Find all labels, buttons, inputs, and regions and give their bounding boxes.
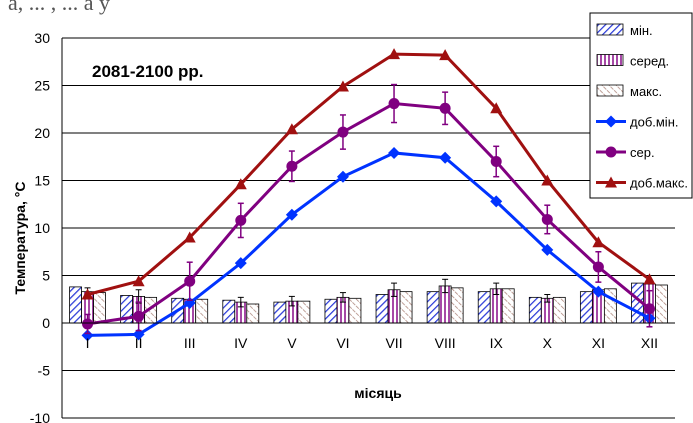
bar <box>604 289 616 323</box>
legend-label: доб.макс. <box>630 176 688 191</box>
legend-swatch <box>597 55 623 66</box>
bar <box>325 299 337 323</box>
gridlines <box>62 38 675 418</box>
bar <box>451 288 463 323</box>
x-tick-labels: I II III IV V VI VII VIII IX X XI XII <box>86 335 658 351</box>
data-point <box>388 147 400 159</box>
bar <box>274 302 286 323</box>
data-point <box>644 303 655 314</box>
legend-label: сер. <box>630 145 655 160</box>
bar <box>580 292 592 323</box>
legend-label: серед. <box>630 54 669 69</box>
bar <box>400 292 412 323</box>
bar <box>94 293 106 323</box>
legend: мін. серед. макс. доб.мін. сер. доб.макс. <box>590 13 692 198</box>
data-point <box>542 214 553 225</box>
y-tick-label: 25 <box>34 78 50 94</box>
data-point <box>389 98 400 109</box>
series-line <box>88 54 650 294</box>
x-tick-label: VI <box>336 335 349 351</box>
x-tick-label: VII <box>385 335 402 351</box>
data-point <box>491 156 502 167</box>
y-tick-label: 15 <box>34 173 50 189</box>
bar <box>427 292 439 323</box>
legend-swatch <box>597 85 623 96</box>
series-line <box>88 104 650 324</box>
x-tick-label: I <box>86 335 90 351</box>
legend-swatch <box>597 24 623 35</box>
data-point <box>133 311 144 322</box>
x-tick-label: VIII <box>435 335 456 351</box>
x-axis-label: місяць <box>354 385 402 401</box>
bar <box>247 304 259 323</box>
x-tick-label: IV <box>234 335 248 351</box>
bar <box>478 292 490 323</box>
x-tick-label: XI <box>592 335 605 351</box>
x-tick-label: II <box>135 335 143 351</box>
chart-title: 2081-2100 рр. <box>92 62 204 81</box>
y-tick-label: -5 <box>38 363 51 379</box>
x-tick-label: V <box>287 335 297 351</box>
bar <box>529 297 541 323</box>
bar <box>502 289 514 323</box>
data-point <box>440 103 451 114</box>
legend-box <box>590 13 692 198</box>
x-tick-label: III <box>184 335 196 351</box>
data-point <box>286 161 297 172</box>
bar <box>376 295 388 324</box>
bar <box>298 301 310 323</box>
bar <box>553 297 565 323</box>
y-tick-label: 10 <box>34 220 50 236</box>
data-point <box>82 318 93 329</box>
data-point <box>593 261 604 272</box>
y-tick-label: -10 <box>30 410 50 423</box>
data-point <box>184 276 195 287</box>
bar <box>196 299 208 323</box>
y-tick-label: 20 <box>34 125 50 141</box>
y-tick-label: 30 <box>34 30 50 46</box>
bar <box>349 298 361 323</box>
header-fragment: а, ... , ... а у <box>8 0 110 15</box>
bar <box>70 287 82 323</box>
x-tick-label: IX <box>490 335 504 351</box>
bar <box>655 285 667 323</box>
data-point <box>337 127 348 138</box>
legend-label: мін. <box>630 23 653 38</box>
legend-label: макс. <box>630 84 662 99</box>
y-tick-labels: 30 25 20 15 10 5 0 -5 -10 <box>30 30 50 423</box>
x-tick-label: XII <box>641 335 658 351</box>
legend-label: доб.мін. <box>630 115 679 130</box>
x-tick-label: X <box>543 335 553 351</box>
line-series <box>82 48 656 341</box>
y-tick-label: 5 <box>42 268 50 284</box>
y-axis-label: Температура, °С <box>12 181 28 294</box>
legend-marker <box>606 147 617 158</box>
data-point <box>235 215 246 226</box>
bar <box>223 300 235 323</box>
y-tick-label: 0 <box>42 315 50 331</box>
